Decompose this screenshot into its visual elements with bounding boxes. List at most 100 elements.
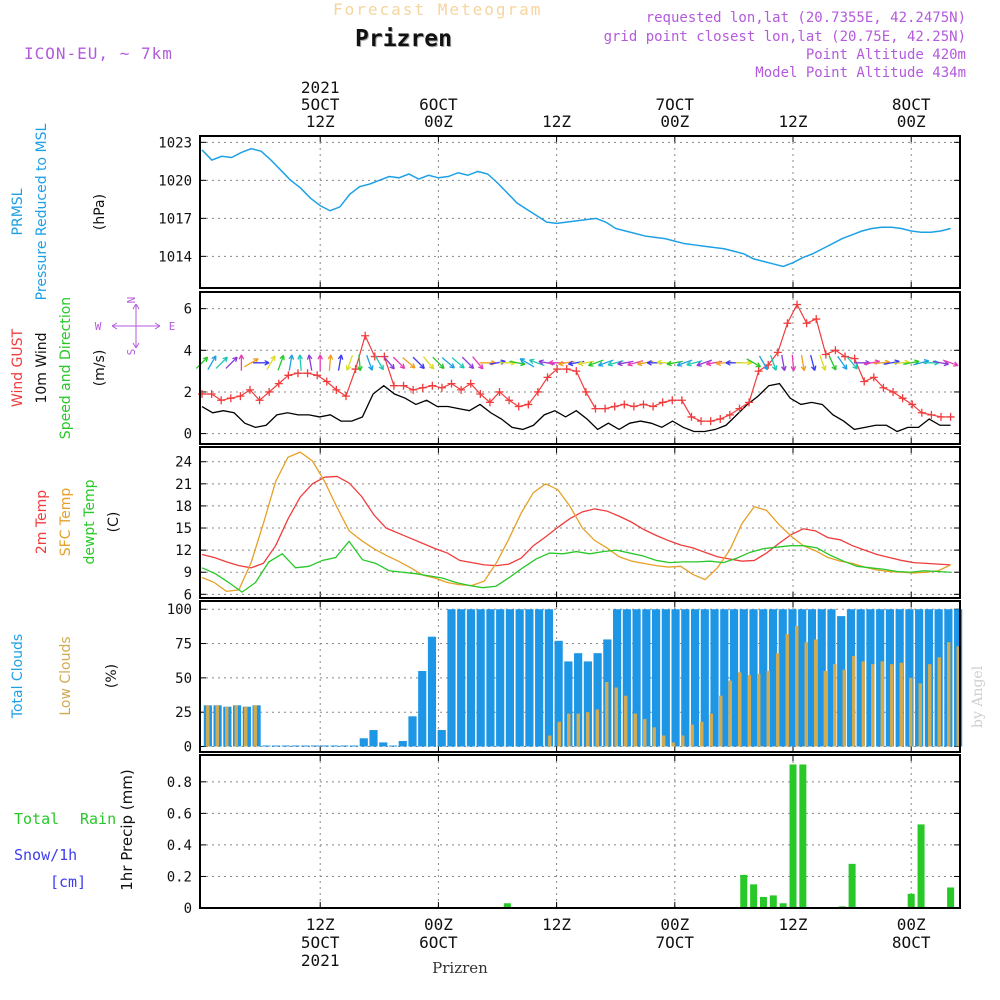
snow-label: Snow/1h: [14, 846, 77, 864]
y-tick-label: 0.8: [167, 775, 192, 791]
low-cloud-bar: [605, 681, 609, 747]
bottom-hour-label: 12Z: [779, 915, 808, 934]
wind-gust-marker: [850, 354, 859, 363]
total-cloud-bar: [749, 609, 758, 747]
total-cloud-bar: [486, 609, 495, 747]
total-cloud-bar: [505, 609, 515, 747]
low-cloud-bar: [681, 735, 685, 747]
precip-bar: [740, 874, 748, 908]
total-cloud-bar: [632, 609, 641, 747]
wind-gust-marker: [860, 377, 869, 386]
total-cloud-bar: [564, 661, 573, 747]
total-cloud-bar: [466, 609, 476, 747]
bottom-hour-label: 00Z: [424, 915, 453, 934]
wind-direction-arrow: [225, 356, 238, 369]
low-cloud-bar: [557, 721, 561, 747]
low-cloud-bar: [899, 662, 903, 747]
total-cloud-bar: [535, 609, 544, 747]
total-cloud-bar: [681, 609, 690, 747]
wind-gust-marker: [236, 392, 245, 401]
wind-direction-arrow: [366, 355, 374, 371]
wind-gust-marker: [908, 400, 917, 409]
y-tick-label: 6: [184, 587, 192, 603]
temp-unit-label: (C): [106, 512, 122, 533]
wind-gust-marker: [399, 381, 408, 390]
low-cloud-bar: [795, 625, 799, 747]
y-tick-label: 15: [175, 521, 192, 537]
total-cloud-bar: [388, 745, 398, 747]
wind-direction-arrow: [519, 358, 535, 368]
total-cloud-bar: [349, 745, 359, 747]
wind-gust-marker: [543, 373, 552, 382]
bottom-hour-label: 12Z: [542, 915, 571, 934]
wind-gust-marker: [409, 385, 418, 394]
low-cloud-bar: [738, 672, 742, 747]
low-cloud-bar: [206, 705, 210, 747]
temp-2m-label: 2m Temp: [34, 490, 50, 554]
low-cloud-bar: [833, 664, 837, 747]
total-cloud-bar: [340, 745, 349, 747]
total-cloud-bar: [876, 609, 885, 747]
wind-gust-marker: [802, 319, 811, 328]
precip-bar: [759, 896, 767, 908]
wind-gust-marker: [793, 300, 802, 309]
low-cloud-bar: [643, 719, 647, 747]
low-cloud-bar: [586, 712, 590, 747]
wind-10m-label: 10m Wind: [34, 332, 50, 403]
low-cloud-bar: [861, 661, 865, 747]
wind-direction-arrow: [422, 356, 435, 370]
y-tick-label: 0: [184, 427, 192, 443]
total-cloud-bar: [398, 741, 407, 747]
wind-direction-arrow: [769, 355, 778, 371]
total-cloud-bar: [457, 609, 466, 747]
total-cloud-bar: [856, 609, 865, 747]
wind-gust-marker: [783, 319, 792, 328]
wind-gust-marker: [447, 379, 456, 388]
low-cloud-bar: [890, 664, 894, 747]
wind-direction-arrow: [345, 355, 354, 371]
total-cloud-bar: [651, 609, 661, 747]
total-cloud-bar: [710, 609, 719, 747]
wind-gust-label: Wind GUST: [10, 328, 26, 407]
total-cloud-bar: [846, 609, 856, 747]
bottom-day-label: 8OCT: [892, 933, 931, 952]
location-title: Prizren: [355, 26, 452, 52]
temp-sfc-line: [201, 451, 951, 593]
snow-unit-label: [cm]: [50, 873, 86, 891]
wind-gust-marker: [601, 404, 610, 413]
total-cloud-bar: [729, 609, 739, 747]
low-cloud-bar: [671, 742, 675, 747]
prmsl-desc-label: Pressure Reduced to MSL: [34, 123, 50, 300]
total-cloud-bar: [642, 609, 651, 747]
low-cloud-bar: [871, 664, 875, 747]
total-cloud-bar: [885, 609, 895, 747]
total-cloud-bar: [915, 609, 924, 747]
y-tick-label: 9: [184, 565, 192, 581]
wind-direction-arrow: [277, 354, 285, 371]
wind-direction-arrow: [686, 360, 703, 367]
wind-direction-arrow: [758, 355, 769, 371]
low-cloud-bar: [880, 661, 884, 747]
wind-gust-marker: [505, 396, 514, 405]
wind-gust-marker: [735, 404, 744, 413]
total-cloud-bar: [690, 609, 700, 747]
wind-gust-marker: [658, 398, 667, 407]
wind-gust-marker: [245, 385, 254, 394]
pressure-line: [201, 147, 951, 268]
top-hour-label: 00Z: [424, 112, 453, 131]
low-cloud-bar: [956, 646, 960, 747]
wind-gust-marker: [937, 412, 946, 421]
point-altitude: Point Altitude 420m: [805, 47, 966, 63]
total-cloud-bar: [418, 671, 427, 747]
wind-gust-marker: [629, 402, 638, 411]
y-tick-label: 0: [184, 901, 192, 917]
wind-gust-marker: [466, 379, 475, 388]
total-cloud-bar: [671, 609, 680, 747]
low-cloud-bar: [234, 705, 238, 747]
wind-direction-arrow: [932, 360, 950, 367]
prmsl-unit-label: (hPa): [92, 194, 108, 230]
wind-direction-arrow: [942, 359, 959, 367]
total-cloud-bar: [291, 745, 300, 747]
